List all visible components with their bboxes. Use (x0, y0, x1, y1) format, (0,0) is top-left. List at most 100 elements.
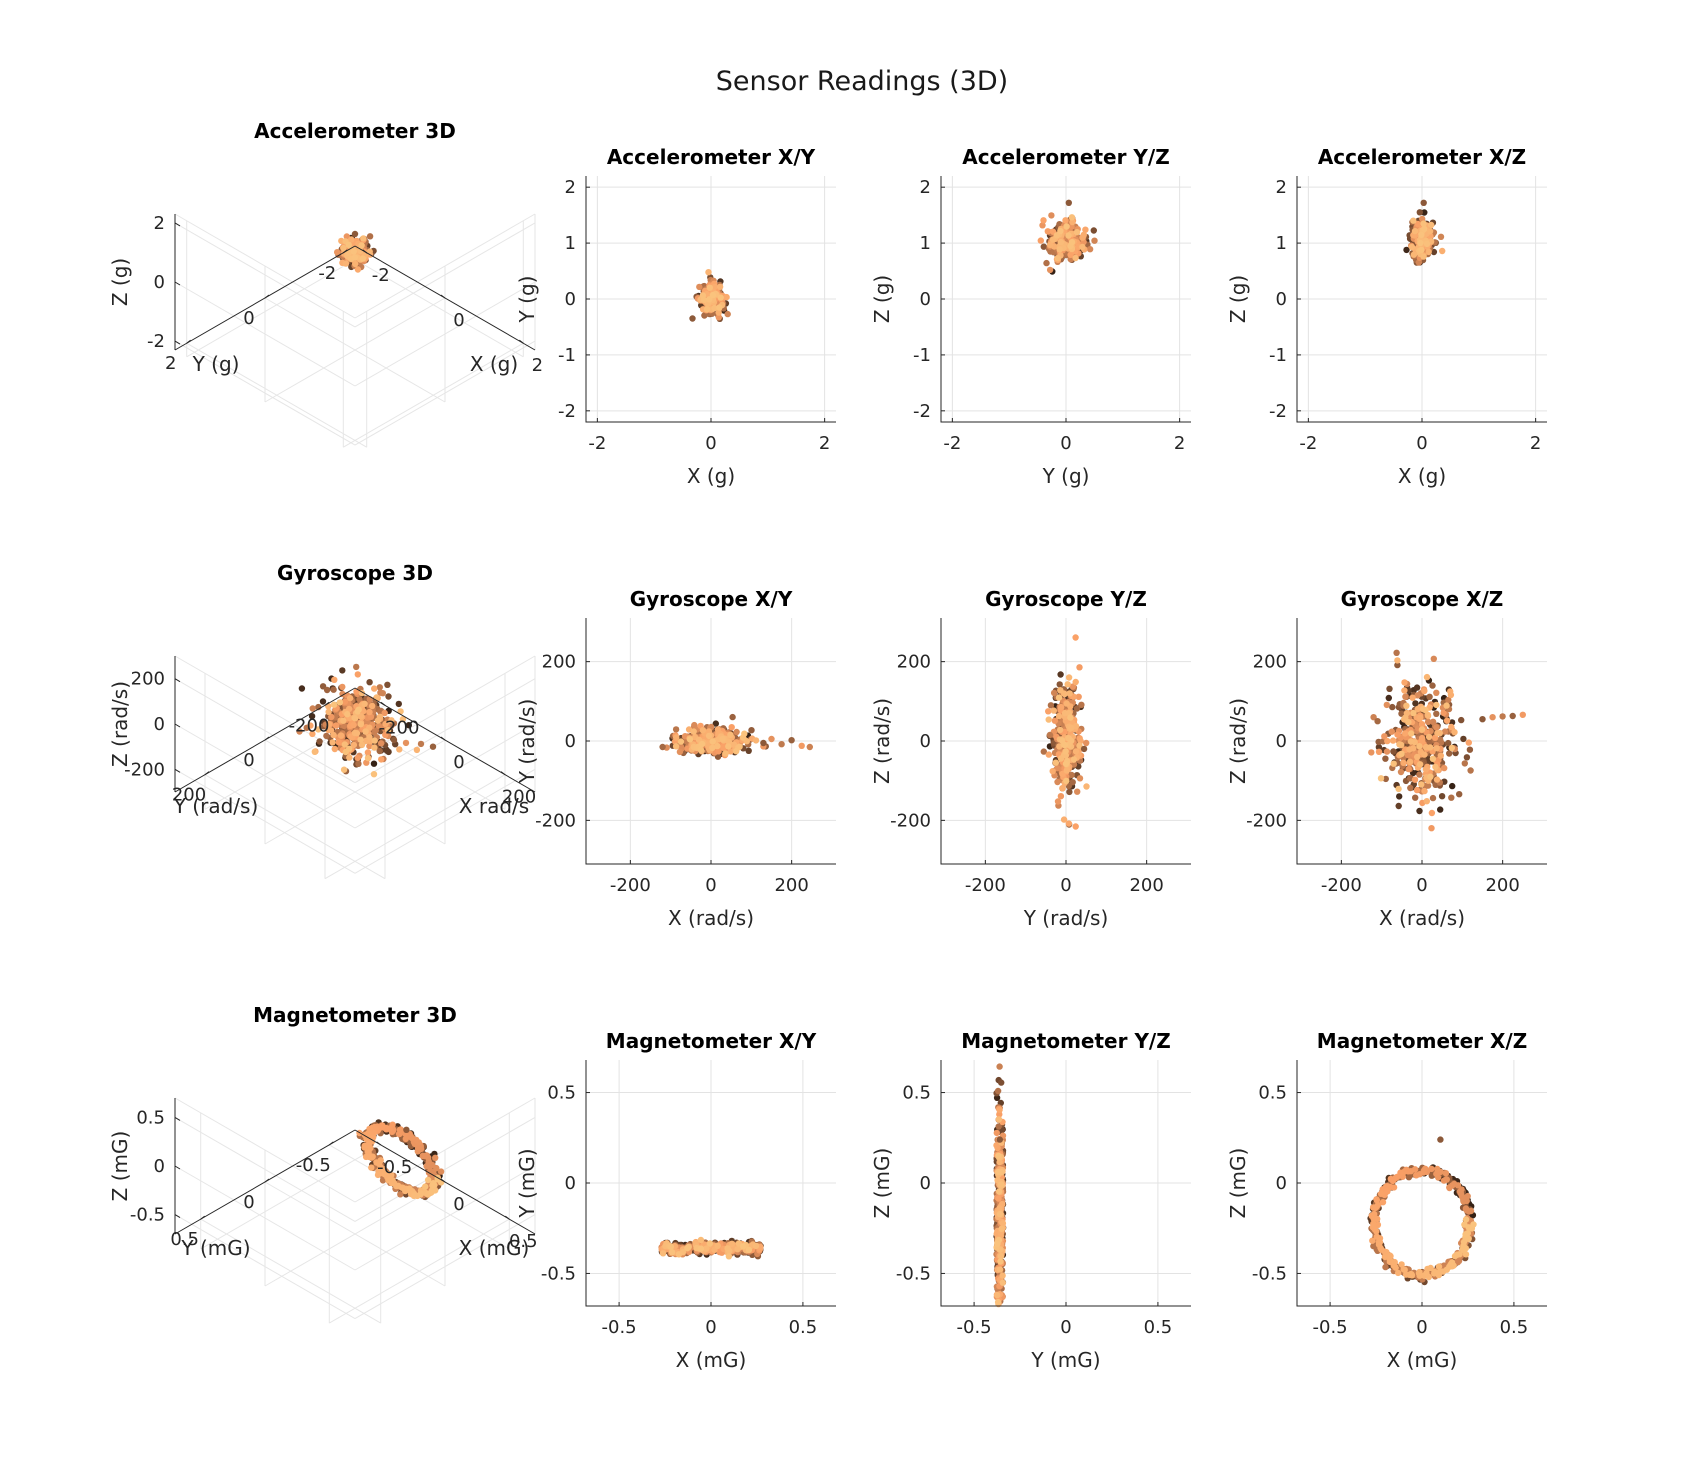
data-point (672, 726, 680, 733)
data-point (686, 736, 694, 743)
scatter-points (334, 230, 377, 273)
data-point (1379, 1199, 1387, 1206)
y-tick-label: -1 (1269, 345, 1287, 366)
data-point (1054, 765, 1061, 772)
data-point (351, 715, 359, 722)
data-point (715, 314, 722, 321)
data-point (1056, 726, 1064, 734)
data-point (1405, 1174, 1413, 1181)
data-point (1369, 1224, 1377, 1231)
data-point (996, 1210, 1004, 1218)
data-point (1419, 705, 1427, 713)
data-point (1463, 754, 1471, 761)
y-tick-label: -200 (1246, 810, 1287, 831)
x-tick-label: -200 (610, 875, 651, 896)
data-point (1373, 1228, 1380, 1235)
data-point (371, 737, 378, 744)
data-point (309, 705, 316, 712)
data-point (1057, 239, 1065, 246)
data-point (309, 730, 316, 738)
data-point (351, 254, 359, 261)
data-point (1429, 755, 1437, 762)
y-tick-label: 0.5 (1258, 1083, 1287, 1104)
data-point (377, 740, 385, 747)
data-point (1045, 751, 1053, 758)
data-point (999, 1220, 1007, 1227)
data-point (1369, 1204, 1377, 1211)
data-point (1416, 743, 1423, 750)
data-point (697, 1236, 705, 1244)
data-point (1059, 737, 1066, 744)
data-point (1083, 739, 1090, 747)
x-axis-label: X (mG) (1387, 1348, 1458, 1372)
data-point (366, 708, 373, 716)
data-point (399, 716, 407, 723)
data-point (994, 1240, 1001, 1248)
y-tick-label: -200 (890, 810, 931, 831)
data-point (1400, 759, 1407, 766)
y-tick-mark (186, 339, 191, 344)
y-tick-mark (324, 701, 330, 706)
data-point (1427, 744, 1434, 751)
data-point (1413, 1172, 1420, 1179)
y-tick-mark (204, 771, 210, 776)
data-point (382, 720, 389, 728)
subplot-title: Magnetometer X/Y (606, 1029, 817, 1053)
data-point (725, 1253, 733, 1260)
data-point (1057, 687, 1064, 694)
data-point (417, 1190, 425, 1197)
data-point (332, 722, 340, 729)
x-tick-label: 0.5 (509, 1231, 538, 1252)
subplot-title: Magnetometer Y/Z (961, 1029, 1170, 1053)
x-tick-mark (440, 736, 446, 741)
x-tick-label: 200 (1129, 875, 1163, 896)
data-point (1428, 825, 1435, 832)
data-point (1416, 1268, 1423, 1276)
x-tick-label: -200 (1321, 875, 1362, 896)
x-axis-label: X (g) (1398, 464, 1446, 488)
data-point (1437, 233, 1445, 240)
data-point (1049, 236, 1057, 243)
data-point (382, 731, 389, 739)
data-point (996, 1063, 1003, 1070)
data-point (1371, 1210, 1378, 1218)
y-tick-label: 0.5 (547, 1083, 576, 1104)
scatter-points (356, 1119, 445, 1201)
data-point (353, 663, 360, 671)
x-tick-mark (440, 1178, 446, 1183)
data-point (430, 1181, 438, 1189)
subplot-title: Gyroscope X/Z (1341, 587, 1504, 611)
data-point (995, 1152, 1002, 1160)
data-point (437, 1168, 445, 1175)
data-point (330, 731, 337, 739)
data-point (1418, 246, 1425, 254)
data-point (1410, 745, 1417, 752)
data-point (728, 1240, 736, 1248)
axes-frame (940, 1060, 1191, 1307)
data-point (1063, 777, 1070, 785)
x-tick-label: 0 (1060, 875, 1071, 896)
data-point (1416, 771, 1423, 778)
data-point (396, 1126, 404, 1134)
data-point (690, 728, 697, 735)
x-tick-label: 0 (453, 752, 464, 773)
wall-edge (354, 1097, 536, 1203)
data-point (1411, 776, 1419, 783)
data-point (1437, 752, 1445, 759)
data-point (337, 732, 345, 739)
wall-gridline (174, 340, 356, 446)
data-point (1438, 739, 1445, 746)
data-point (1427, 773, 1434, 780)
data-point (1432, 763, 1439, 771)
z-tick-mark (174, 1116, 181, 1121)
data-point (364, 754, 372, 762)
x-tick-mark (362, 249, 368, 254)
data-point (1046, 731, 1054, 739)
data-point (1436, 730, 1444, 737)
data-point (355, 760, 362, 767)
